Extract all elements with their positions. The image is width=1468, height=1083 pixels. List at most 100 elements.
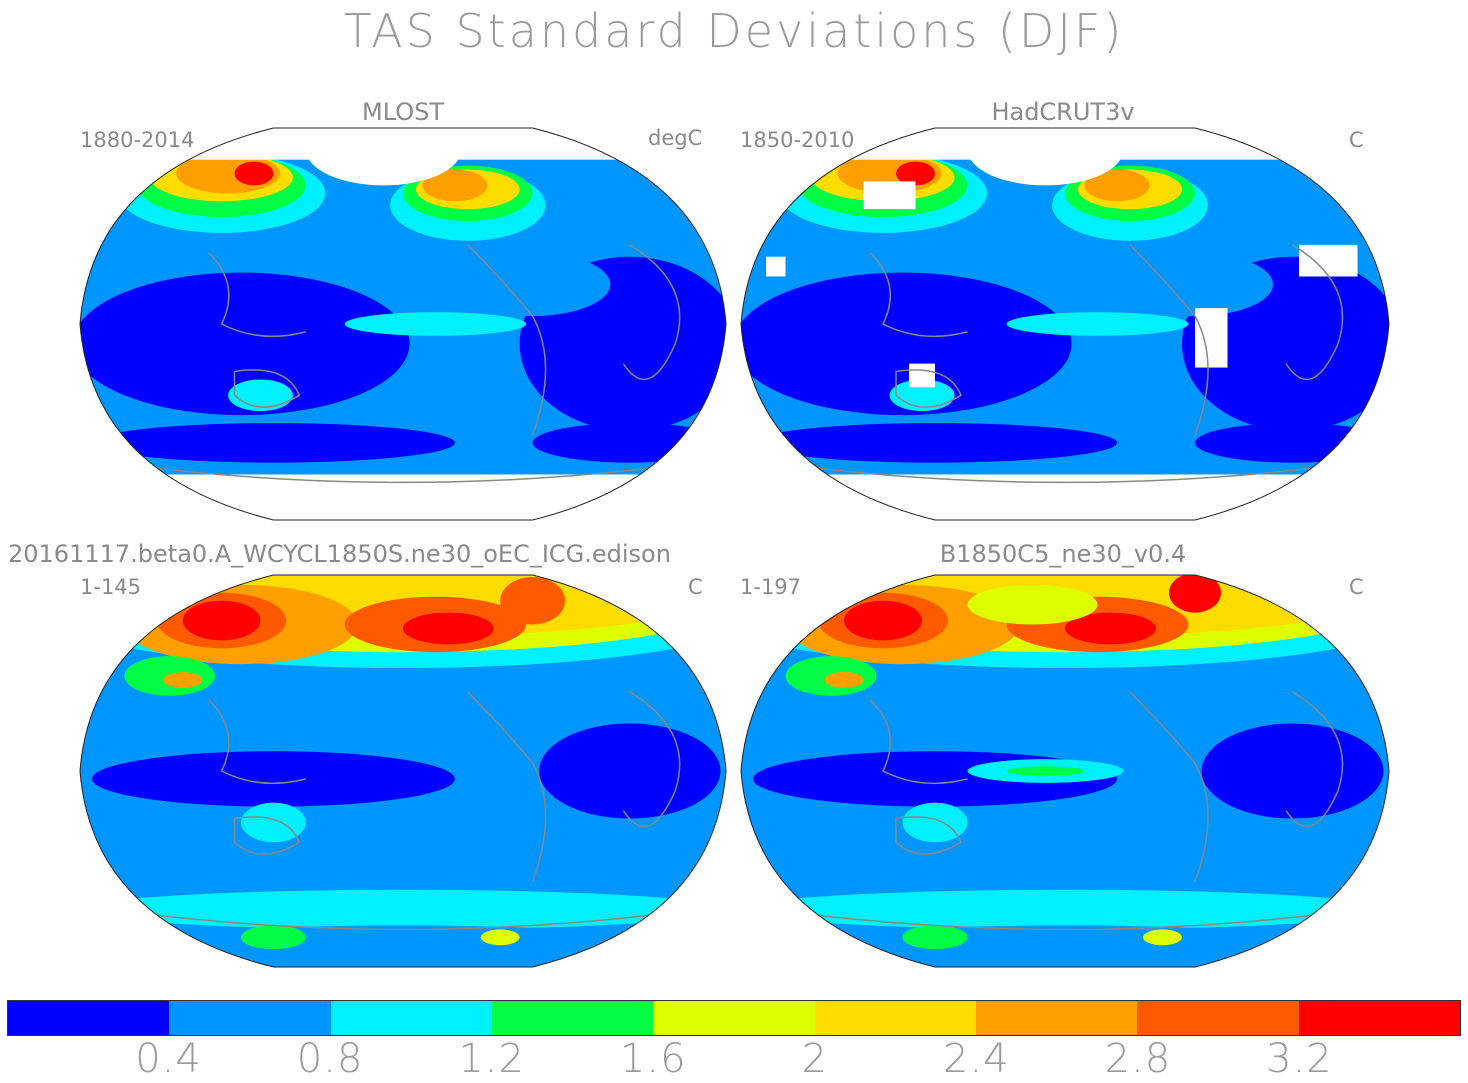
coastline bbox=[772, 908, 1358, 931]
coastline bbox=[111, 461, 695, 484]
colorbar-label: 0.8 bbox=[296, 1036, 364, 1082]
antarctic-yellow bbox=[1143, 929, 1182, 946]
missing-australia bbox=[909, 363, 935, 388]
labrador-max bbox=[500, 576, 565, 625]
panel-title-mlost: MLOST bbox=[361, 98, 445, 126]
map-border bbox=[740, 574, 1390, 968]
colorbar-label: 2 bbox=[801, 1036, 828, 1082]
coastline bbox=[233, 816, 301, 855]
map-hadcrut3v bbox=[740, 127, 1390, 521]
colorbar bbox=[7, 1000, 1461, 1036]
missing-southamerica bbox=[1195, 308, 1228, 368]
colorbar-swatch bbox=[975, 1001, 1138, 1035]
missing-africa bbox=[1299, 244, 1358, 277]
antarctic-green bbox=[241, 925, 306, 950]
colorbar-swatch bbox=[330, 1001, 492, 1035]
map-border bbox=[79, 574, 727, 968]
coastline bbox=[895, 369, 962, 408]
colorbar-label: 3.2 bbox=[1266, 1036, 1333, 1082]
coastline bbox=[467, 691, 547, 883]
map-mlost bbox=[79, 127, 727, 521]
australia-field bbox=[889, 379, 955, 412]
panel-period-model-beta0: 1-145 bbox=[80, 575, 142, 599]
antarctic-green bbox=[902, 925, 968, 950]
panel-period-hadcrut3v: 1850-2010 bbox=[740, 128, 855, 152]
australia-field bbox=[241, 802, 306, 843]
panel-title-b1850c5: B1850C5_ne30_v0.4 bbox=[939, 540, 1187, 568]
colorbar-label: 2.8 bbox=[1104, 1036, 1172, 1082]
north-america-max bbox=[1065, 612, 1156, 645]
antarctic-yellow bbox=[480, 929, 520, 946]
figure-title: TAS Standard Deviations (DJF) bbox=[343, 4, 1125, 58]
map-b1850c5 bbox=[740, 574, 1390, 968]
map-border bbox=[740, 127, 1390, 521]
coastline bbox=[869, 699, 968, 785]
coastline bbox=[111, 908, 695, 931]
missing-west bbox=[766, 256, 786, 277]
southern-ocean-cyan bbox=[741, 889, 1389, 930]
coastline bbox=[622, 244, 681, 381]
map-model-beta0 bbox=[79, 574, 727, 968]
enso-green bbox=[1006, 766, 1085, 776]
north-america-max bbox=[403, 612, 494, 645]
coastline bbox=[1285, 244, 1344, 381]
colorbar-swatch bbox=[1137, 1001, 1299, 1035]
colorbar-swatch bbox=[1298, 1001, 1460, 1035]
equatorial-pacific-band bbox=[344, 312, 527, 336]
siberia-max bbox=[234, 161, 274, 186]
australia-field bbox=[902, 802, 968, 843]
siberia-max bbox=[896, 161, 935, 186]
southern-ocean-cyan bbox=[80, 889, 726, 930]
tropical-low-variance bbox=[80, 272, 410, 416]
arctic-yellow bbox=[967, 584, 1098, 625]
missing-greenland bbox=[305, 128, 462, 186]
panel-units-b1850c5: C bbox=[1349, 575, 1364, 599]
coastline bbox=[233, 369, 301, 408]
asia-orange bbox=[824, 672, 864, 688]
colorbar-swatch bbox=[8, 1001, 170, 1035]
coastline bbox=[622, 691, 681, 828]
panel-title-model-beta0: 20161117.beta0.A_WCYCL1850S.ne30_oEC_ICG… bbox=[8, 540, 671, 568]
eurasia-max bbox=[182, 600, 261, 641]
southern-ocean-band bbox=[91, 423, 455, 463]
coastline bbox=[1129, 691, 1209, 883]
labrador-max bbox=[1169, 575, 1221, 613]
atlantic-low bbox=[1201, 723, 1384, 819]
panel-period-mlost: 1880-2014 bbox=[80, 128, 195, 152]
south-atlantic-band bbox=[1195, 423, 1389, 463]
colorbar-label: 1.2 bbox=[458, 1036, 525, 1082]
eurasia-max bbox=[844, 600, 922, 641]
coastline bbox=[869, 252, 968, 338]
atlantic-low bbox=[539, 723, 721, 819]
coastline bbox=[208, 252, 306, 338]
southern-ocean-band bbox=[753, 423, 1117, 463]
missing-asia bbox=[863, 181, 916, 210]
coastline bbox=[467, 244, 547, 436]
north-america-orange bbox=[1084, 169, 1150, 202]
missing-greenland bbox=[967, 128, 1124, 186]
pacific-east-field bbox=[454, 252, 611, 317]
map-border bbox=[79, 127, 727, 521]
south-atlantic-band bbox=[532, 423, 726, 463]
tropical-low-variance bbox=[741, 272, 1072, 416]
panel-units-mlost: degC bbox=[648, 126, 703, 150]
colorbar-swatch bbox=[653, 1001, 815, 1035]
equatorial-pacific-band bbox=[1006, 312, 1189, 336]
coastline bbox=[1129, 244, 1209, 436]
colorbar-swatch bbox=[491, 1001, 654, 1035]
colorbar-label: 1.6 bbox=[619, 1036, 687, 1082]
north-america-orange bbox=[422, 169, 488, 202]
panel-units-model-beta0: C bbox=[688, 575, 703, 599]
panel-title-hadcrut3v: HadCRUT3v bbox=[991, 98, 1135, 126]
indo-pacific-low bbox=[91, 751, 455, 807]
colorbar-label: 2.4 bbox=[943, 1036, 1010, 1082]
panel-period-b1850c5: 1-197 bbox=[740, 575, 802, 599]
pacific-east-field bbox=[1117, 252, 1273, 317]
coastline bbox=[208, 699, 306, 785]
asia-orange bbox=[163, 672, 203, 688]
australia-field bbox=[228, 379, 293, 412]
coastline bbox=[772, 461, 1358, 484]
coastline bbox=[895, 816, 962, 855]
colorbar-label: 0.4 bbox=[135, 1036, 202, 1082]
coastline bbox=[1285, 691, 1344, 828]
